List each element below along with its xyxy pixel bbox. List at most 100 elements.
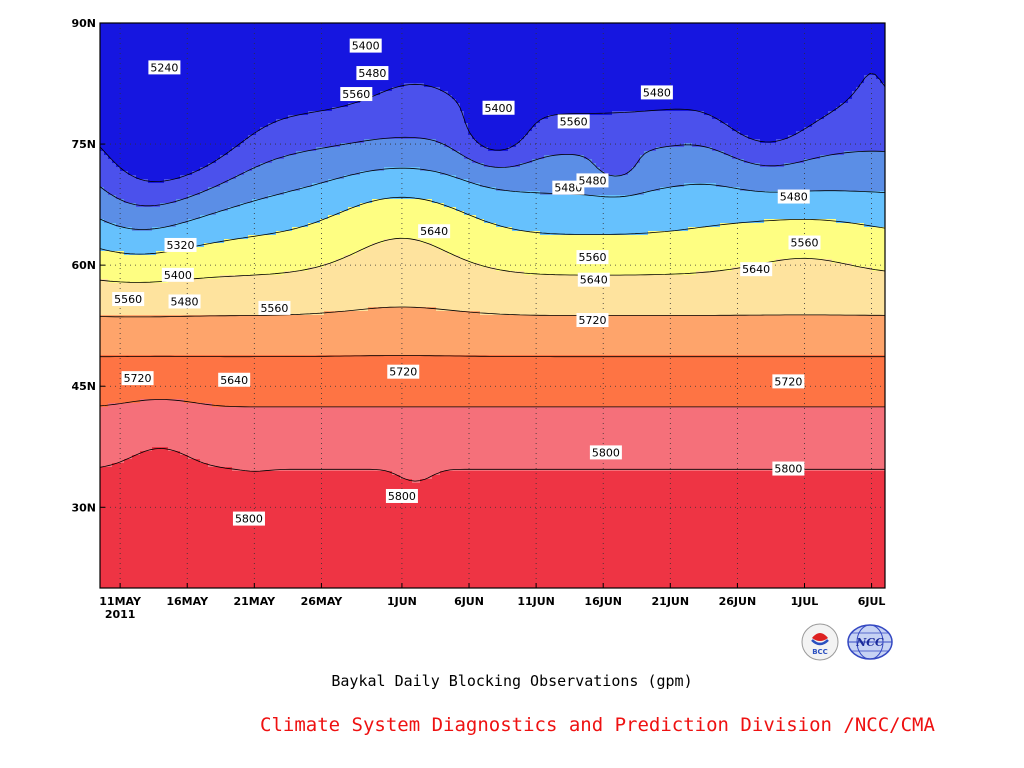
field-cell	[532, 159, 593, 164]
y-tick-label: 45N	[71, 380, 96, 393]
contour-label-box	[772, 461, 805, 476]
field-cell	[100, 571, 885, 576]
field-cell	[260, 127, 469, 132]
field-cell	[100, 27, 885, 32]
field-cell	[100, 47, 885, 52]
field-cell	[788, 135, 885, 140]
field-cell	[100, 531, 885, 536]
field-cell	[476, 139, 521, 144]
field-cell	[100, 371, 885, 376]
plot-frame	[99, 22, 886, 589]
field-cell	[468, 123, 537, 128]
field-cell	[244, 171, 361, 176]
contour-label-text: 5640	[220, 374, 248, 387]
contour-label-box	[557, 114, 590, 129]
field-cell	[472, 159, 533, 164]
contour-label: 5400	[161, 267, 194, 282]
x-tick-label: 21JUN	[652, 595, 690, 608]
field-cell	[152, 447, 169, 452]
field-cell	[100, 187, 105, 192]
field-cell	[340, 143, 445, 148]
plot-area	[100, 23, 885, 588]
field-cell	[320, 219, 485, 224]
field-cell	[100, 495, 885, 500]
field-cell	[100, 203, 137, 208]
field-cell	[296, 151, 461, 156]
contour-label-box	[777, 189, 810, 204]
field-cell	[440, 471, 885, 476]
field-cell	[100, 283, 885, 288]
x-tick-label: 21MAY	[233, 595, 276, 608]
contour-label: 5560	[576, 250, 609, 264]
field-cell	[100, 423, 885, 428]
contour-label-box	[340, 87, 373, 102]
field-cell	[360, 171, 441, 176]
field-cell	[100, 427, 885, 432]
contour-label: 5720	[772, 374, 805, 389]
contour-label: 5480	[552, 180, 585, 195]
field-cell	[236, 175, 345, 180]
field-cell	[100, 51, 885, 56]
field-cell	[252, 199, 373, 204]
field-cell	[100, 99, 361, 104]
field-cell	[100, 295, 885, 300]
contour-label: 5480	[356, 66, 389, 81]
field-cell	[100, 55, 885, 60]
field-cell	[268, 195, 885, 200]
field-cell	[100, 375, 885, 380]
field-cell	[480, 311, 885, 316]
field-cell	[100, 551, 885, 556]
contour-label-text: 5560	[260, 302, 288, 315]
field-cell	[132, 455, 189, 460]
field-cell	[100, 307, 369, 312]
contour-label: 5640	[740, 262, 773, 277]
field-cell	[336, 259, 469, 264]
field-cell	[276, 231, 541, 236]
field-cell	[100, 355, 885, 360]
field-cell	[344, 175, 457, 180]
field-cell	[464, 119, 541, 124]
field-cell	[260, 163, 485, 168]
field-cell	[420, 239, 885, 244]
x-tick-sublabel: 2011	[105, 608, 136, 621]
field-cell	[100, 71, 885, 76]
contour-label-text: 5480	[643, 86, 671, 99]
field-cell	[100, 407, 885, 412]
contour-label: 5640	[418, 224, 451, 239]
contour-label-box	[121, 371, 154, 386]
field-cell	[100, 523, 885, 528]
field-cell	[368, 307, 437, 312]
field-cell	[836, 219, 885, 224]
field-cell	[100, 411, 885, 416]
field-cell	[796, 131, 885, 136]
contour-label: 5240	[148, 60, 181, 74]
field-cell	[100, 95, 373, 100]
field-cell	[244, 139, 365, 144]
field-cell	[116, 163, 209, 168]
field-cell	[100, 319, 885, 324]
field-cell	[140, 399, 185, 404]
field-cell	[600, 167, 633, 172]
field-cell	[852, 263, 885, 268]
field-cell	[584, 155, 641, 160]
field-cell	[100, 415, 885, 420]
field-cell	[248, 235, 885, 240]
field-cell	[100, 347, 885, 352]
field-cell	[104, 151, 229, 156]
ncc-logo-icon: NCC	[847, 624, 893, 660]
contour-label: 5640	[577, 272, 610, 287]
field-cell	[832, 259, 885, 264]
field-cell	[540, 119, 721, 124]
field-cell	[228, 179, 329, 184]
field-cell	[464, 111, 613, 116]
field-cell	[100, 563, 885, 568]
field-cell	[232, 147, 317, 152]
contour-label-box	[112, 292, 145, 307]
contour-label: 5560	[258, 300, 291, 315]
field-cell	[816, 119, 885, 124]
contour-label-text: 5560	[114, 293, 142, 306]
y-tick-label: 75N	[71, 138, 96, 151]
field-cell	[484, 163, 521, 168]
field-cell	[592, 159, 641, 164]
field-cell	[448, 251, 885, 256]
